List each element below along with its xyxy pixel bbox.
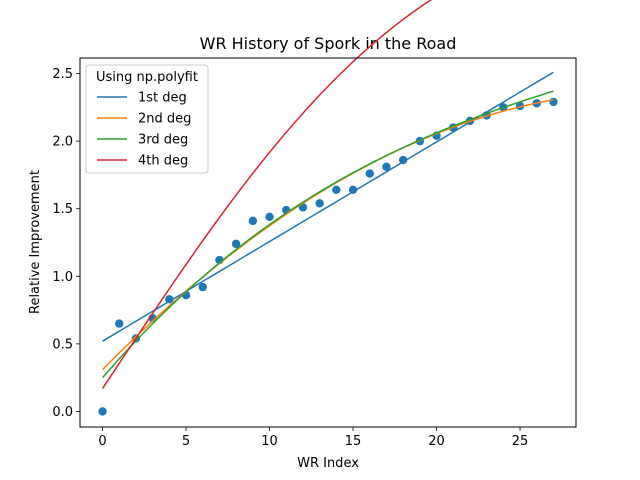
chart-title: WR History of Spork in the Road bbox=[200, 34, 457, 53]
legend-box bbox=[85, 64, 209, 174]
data-point bbox=[265, 212, 274, 222]
data-point bbox=[365, 169, 374, 178]
y-tick-label: 0.5 bbox=[52, 337, 73, 352]
x-axis-label: WR Index bbox=[297, 456, 359, 471]
data-point bbox=[231, 239, 241, 249]
legend-label: 2nd deg bbox=[138, 112, 191, 127]
data-point bbox=[348, 185, 358, 194]
series-line-4 bbox=[101, 0, 433, 389]
data-point bbox=[198, 282, 207, 292]
axes-frame bbox=[79, 57, 577, 428]
plot-area bbox=[98, 0, 558, 416]
data-point bbox=[549, 97, 558, 107]
x-tick-label: 0 bbox=[98, 434, 106, 449]
y-tick-label: 2.0 bbox=[52, 135, 73, 150]
data-point bbox=[165, 295, 174, 304]
x-tick-label: 25 bbox=[512, 434, 529, 449]
series-line-3 bbox=[101, 90, 554, 379]
legend-label: 1st deg bbox=[138, 91, 187, 106]
legend-title: Using np.polyfit bbox=[96, 70, 198, 85]
data-point bbox=[332, 185, 341, 194]
y-axis-label: Relative Improvement bbox=[28, 170, 43, 314]
legend-entries: 1st deg 2nd deg 3rd deg 4th deg bbox=[97, 91, 191, 169]
data-point bbox=[398, 155, 408, 165]
x-tick-label: 10 bbox=[261, 434, 278, 449]
data-point bbox=[315, 199, 324, 208]
x-tick-label: 15 bbox=[345, 434, 362, 449]
y-tick-label: 1.0 bbox=[52, 270, 73, 285]
data-point bbox=[98, 407, 107, 416]
legend-label: 3rd deg bbox=[138, 133, 188, 148]
y-tick-label: 0.0 bbox=[52, 405, 73, 420]
x-tick-label: 5 bbox=[182, 434, 190, 449]
data-point bbox=[115, 319, 124, 328]
legend: Using np.polyfit 1st deg 2nd deg 3rd deg 4t… bbox=[85, 64, 209, 174]
x-tick-label: 20 bbox=[428, 434, 445, 449]
ticks: 0 5 10 15 20 25 0.0 0.5 1.0 1.5 2.0 2.5 bbox=[52, 67, 528, 449]
data-point bbox=[248, 216, 258, 226]
y-tick-label: 1.5 bbox=[52, 202, 73, 217]
y-tick-label: 2.5 bbox=[52, 67, 73, 82]
legend-label: 4th deg bbox=[138, 154, 188, 169]
data-point bbox=[382, 162, 391, 172]
